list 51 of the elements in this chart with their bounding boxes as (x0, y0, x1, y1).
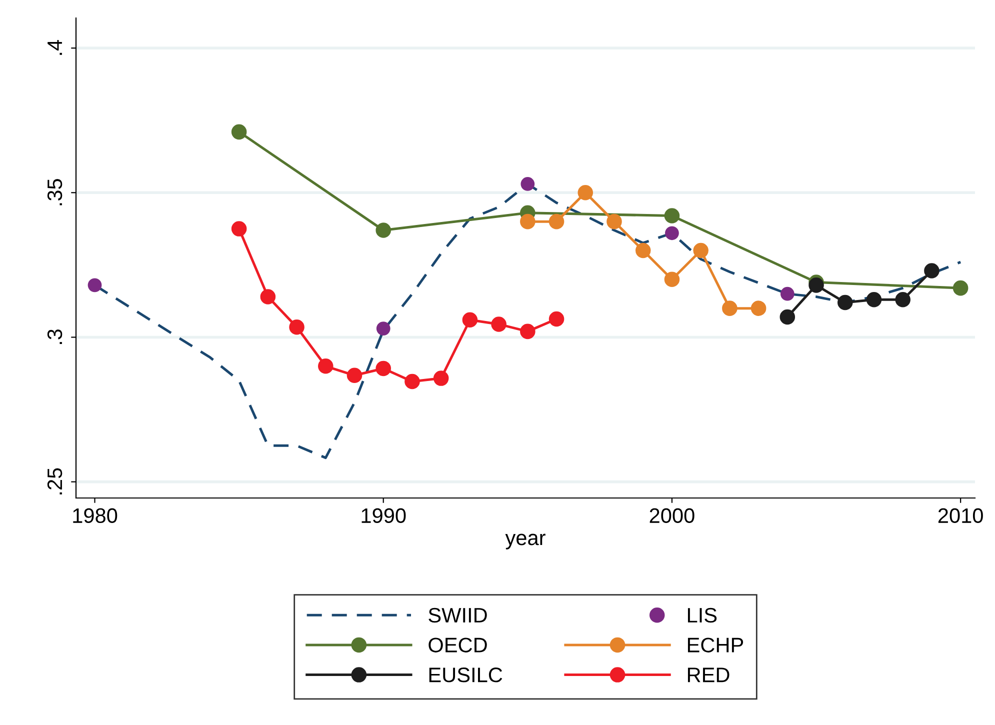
point (750, 300, 766, 316)
x-tick-label: 2000 (650, 508, 694, 524)
point (376, 360, 391, 376)
point (693, 242, 708, 258)
point (491, 316, 506, 332)
point (346, 368, 362, 384)
point (606, 214, 622, 230)
point (548, 311, 564, 327)
point (88, 278, 102, 292)
point (664, 272, 680, 288)
point (548, 214, 564, 230)
point (318, 358, 334, 374)
point (462, 312, 478, 328)
point (433, 370, 449, 386)
point (376, 222, 391, 238)
point (952, 280, 968, 296)
point (520, 214, 536, 230)
point (808, 278, 824, 293)
point (520, 177, 535, 191)
point (895, 292, 910, 308)
point (722, 300, 738, 316)
point (520, 324, 536, 340)
x-tick-label: 1990 (362, 508, 406, 524)
point (231, 124, 247, 140)
point (231, 221, 247, 236)
point (780, 286, 794, 301)
point (260, 289, 276, 304)
legend-label: SWIID (428, 608, 487, 623)
legend-label: EUSILC (429, 668, 502, 682)
point (578, 185, 594, 200)
legend-label: RED (688, 668, 730, 682)
point (664, 208, 680, 224)
point (780, 309, 796, 325)
x-tick-label: 1980 (73, 508, 118, 524)
point (635, 242, 651, 258)
point (837, 294, 853, 310)
y-tick-label: .25 (47, 468, 62, 494)
point (376, 322, 390, 336)
legend-label: ECHP (688, 638, 744, 652)
x-tick-label: 2010 (938, 508, 983, 524)
legend-label: OECD (428, 638, 487, 652)
y-tick-label: .3 (47, 329, 62, 344)
point (404, 374, 420, 390)
point (924, 263, 940, 278)
point (289, 319, 304, 335)
point (665, 226, 679, 240)
legend-label: LIS (688, 608, 717, 623)
x-axis-title: year (505, 534, 546, 550)
y-tick-label: .35 (47, 179, 62, 206)
point (866, 292, 882, 308)
y-tick-label: .4 (48, 40, 62, 55)
